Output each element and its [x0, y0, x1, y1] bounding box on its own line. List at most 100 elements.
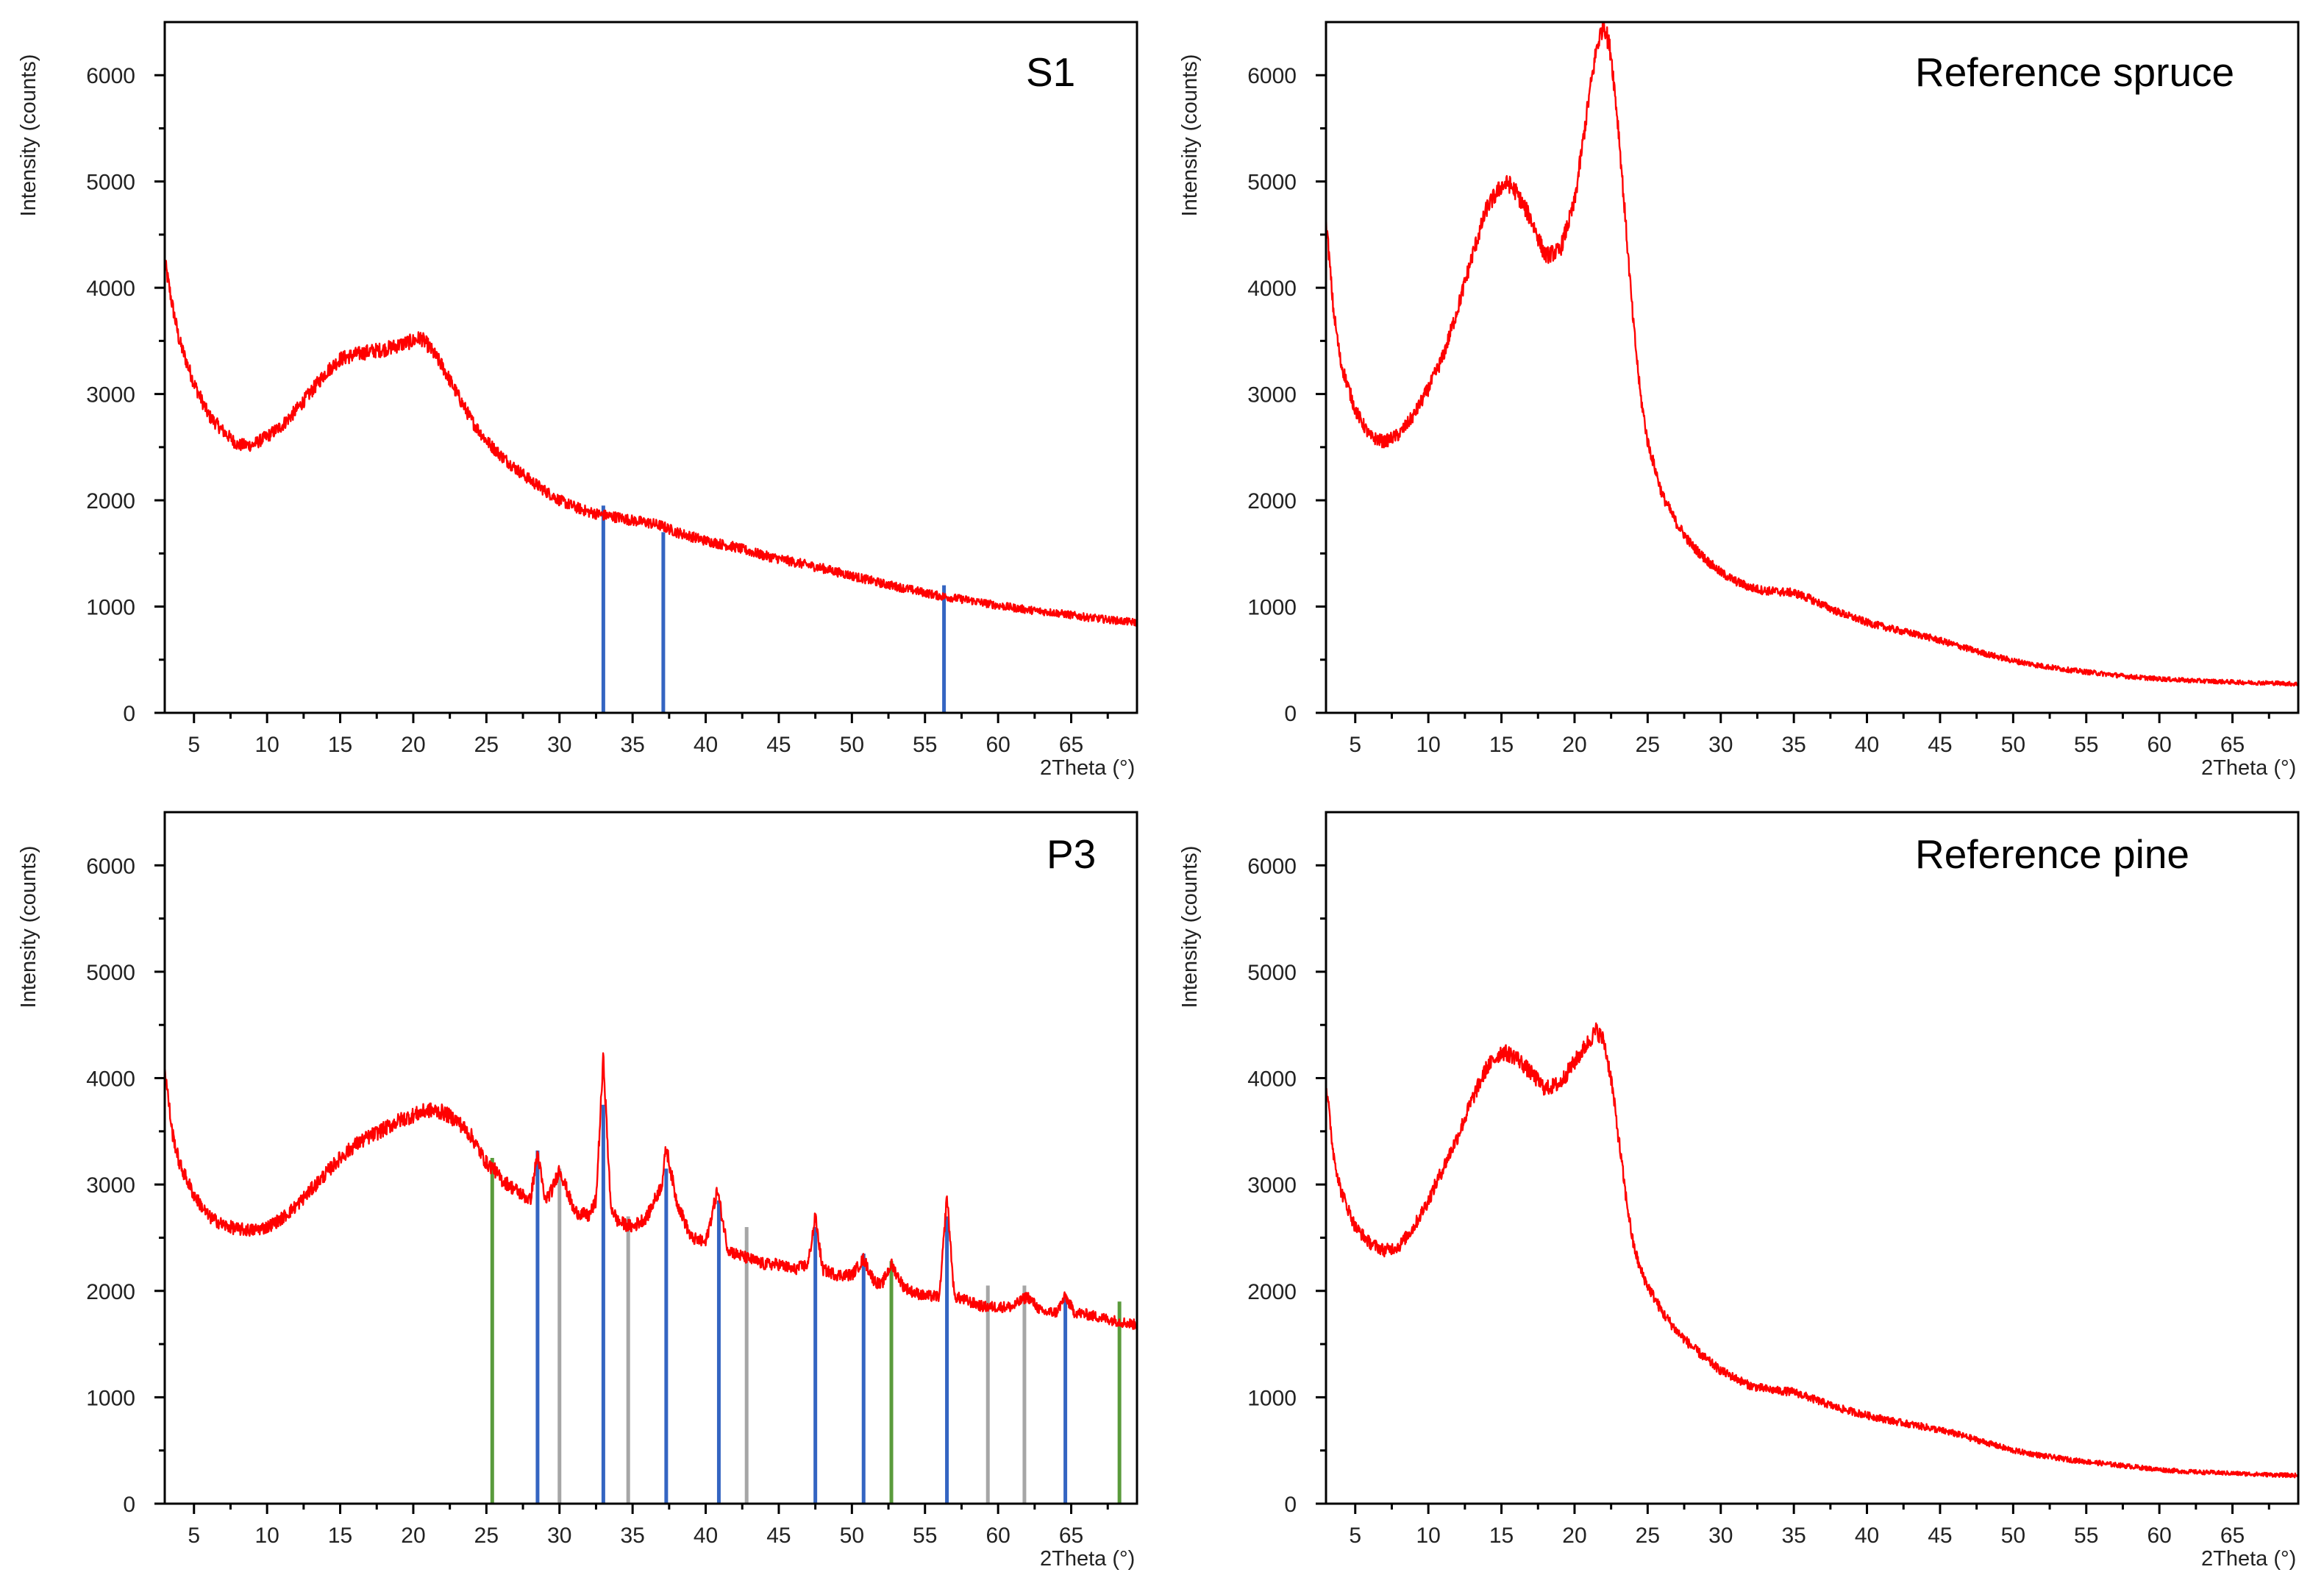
x-tick-label: 10: [254, 733, 279, 757]
y-tick-label: 6000: [1247, 854, 1297, 878]
y-tick-label: 3000: [1247, 1173, 1297, 1198]
plot-frame: [1325, 811, 2300, 1505]
y-tick-label: 1000: [86, 1386, 135, 1410]
y-tick-label: 5000: [86, 171, 135, 195]
x-tick-label: 50: [840, 1524, 864, 1548]
x-tick-label: 10: [1416, 1524, 1440, 1548]
plot-frame: [163, 811, 1138, 1505]
x-axis-label: 2Theta (°): [2201, 756, 2296, 780]
y-tick-label: 0: [1284, 1493, 1297, 1517]
x-tick-label: 60: [985, 733, 1010, 757]
x-tick-label: 20: [1562, 733, 1586, 757]
x-tick-label: 30: [547, 733, 571, 757]
y-tick-label: 5000: [86, 961, 135, 985]
y-tick-label: 1000: [1247, 1386, 1297, 1410]
y-tick-label: 3000: [86, 383, 135, 408]
plot-frame: [1325, 21, 2300, 714]
x-tick-label: 40: [1855, 733, 1879, 757]
diffraction-pattern-line: [163, 1052, 1138, 1330]
y-axis-label: Intensity (counts): [17, 846, 40, 1009]
y-tick-label: 0: [123, 702, 135, 726]
panel-title: Reference pine: [1915, 831, 2189, 877]
y-tick-label: 5000: [1247, 171, 1297, 195]
x-tick-label: 65: [1059, 733, 1083, 757]
y-axis-label: Intensity (counts): [17, 54, 40, 217]
x-tick-label: 50: [2001, 733, 2025, 757]
y-axis-label: Intensity (counts): [1178, 54, 1202, 217]
x-tick-label: 35: [1781, 1524, 1806, 1548]
y-tick-label: 2000: [86, 489, 135, 513]
y-tick-label: 0: [123, 1493, 135, 1517]
x-tick-label: 45: [1928, 733, 1952, 757]
panel-s1: 5 10 15 20 25 30 35 40 45 50 55 60 65 0 1000 2000 3000 40…: [17, 21, 1138, 780]
x-tick-label: 20: [401, 733, 425, 757]
y-axis-label: Intensity (counts): [1178, 846, 1202, 1009]
x-tick-label: 5: [188, 1524, 200, 1548]
panel-title: S1: [1026, 49, 1075, 95]
x-tick-label: 35: [620, 733, 644, 757]
y-tick-label: 3000: [1247, 383, 1297, 408]
x-tick-label: 65: [2220, 733, 2245, 757]
y-tick-label: 2000: [86, 1280, 135, 1304]
y-tick-label: 3000: [86, 1173, 135, 1198]
x-tick-label: 30: [1708, 733, 1733, 757]
x-tick-label: 15: [1489, 733, 1514, 757]
x-axis-label: 2Theta (°): [1040, 756, 1135, 780]
x-tick-label: 20: [401, 1524, 425, 1548]
x-tick-label: 10: [254, 1524, 279, 1548]
panel-reference-pine: 5 10 15 20 25 30 35 40 45 50 55 60 65 0 1000 2000 3000 40…: [1178, 811, 2300, 1571]
plot-frame: [163, 21, 1138, 714]
x-tick-label: 5: [188, 733, 200, 757]
x-tick-label: 60: [2147, 733, 2171, 757]
panel-p3: 5 10 15 20 25 30 35 40 45 50 55 60 65 0 1000 2000 3000 40…: [17, 811, 1138, 1571]
y-tick-label: 4000: [1247, 277, 1297, 301]
y-tick-label: 6000: [1247, 64, 1297, 88]
diffraction-pattern-line: [1325, 1022, 2299, 1479]
y-tick-label: 4000: [1247, 1067, 1297, 1092]
x-tick-label: 45: [766, 1524, 791, 1548]
x-tick-label: 45: [766, 733, 791, 757]
y-tick-label: 1000: [86, 596, 135, 620]
diffraction-pattern-line: [163, 258, 1138, 627]
x-tick-label: 45: [1928, 1524, 1952, 1548]
x-tick-label: 55: [2074, 1524, 2098, 1548]
x-tick-label: 30: [1708, 1524, 1733, 1548]
x-tick-label: 5: [1349, 733, 1361, 757]
x-tick-label: 65: [2220, 1524, 2245, 1548]
x-tick-label: 15: [328, 733, 352, 757]
x-axis-label: 2Theta (°): [2201, 1547, 2296, 1571]
y-tick-label: 4000: [86, 1067, 135, 1092]
x-tick-label: 25: [474, 733, 499, 757]
x-tick-label: 40: [1855, 1524, 1879, 1548]
y-tick-label: 1000: [1247, 596, 1297, 620]
x-tick-label: 10: [1416, 733, 1440, 757]
y-tick-label: 0: [1284, 702, 1297, 726]
x-tick-label: 40: [694, 1524, 718, 1548]
x-tick-label: 35: [620, 1524, 644, 1548]
x-tick-label: 15: [1489, 1524, 1514, 1548]
x-tick-label: 60: [2147, 1524, 2171, 1548]
x-tick-label: 65: [1059, 1524, 1083, 1548]
x-axis-label: 2Theta (°): [1040, 1547, 1135, 1571]
x-tick-label: 25: [1636, 1524, 1660, 1548]
x-tick-label: 40: [694, 733, 718, 757]
x-tick-label: 25: [1636, 733, 1660, 757]
x-tick-label: 20: [1562, 1524, 1586, 1548]
panel-title: Reference spruce: [1915, 49, 2234, 95]
y-tick-label: 6000: [86, 64, 135, 88]
y-tick-label: 4000: [86, 277, 135, 301]
y-tick-label: 5000: [1247, 961, 1297, 985]
x-tick-label: 50: [2001, 1524, 2025, 1548]
x-tick-label: 15: [328, 1524, 352, 1548]
x-tick-label: 55: [2074, 733, 2098, 757]
y-tick-label: 6000: [86, 854, 135, 878]
x-tick-label: 30: [547, 1524, 571, 1548]
panel-title: P3: [1047, 831, 1096, 877]
y-tick-label: 2000: [1247, 489, 1297, 513]
panel-reference-spruce: 5 10 15 20 25 30 35 40 45 50 55 60 65 0 1000 2000 3000 40…: [1178, 21, 2300, 780]
x-tick-label: 25: [474, 1524, 499, 1548]
x-tick-label: 35: [1781, 733, 1806, 757]
x-tick-label: 5: [1349, 1524, 1361, 1548]
y-tick-label: 2000: [1247, 1280, 1297, 1304]
